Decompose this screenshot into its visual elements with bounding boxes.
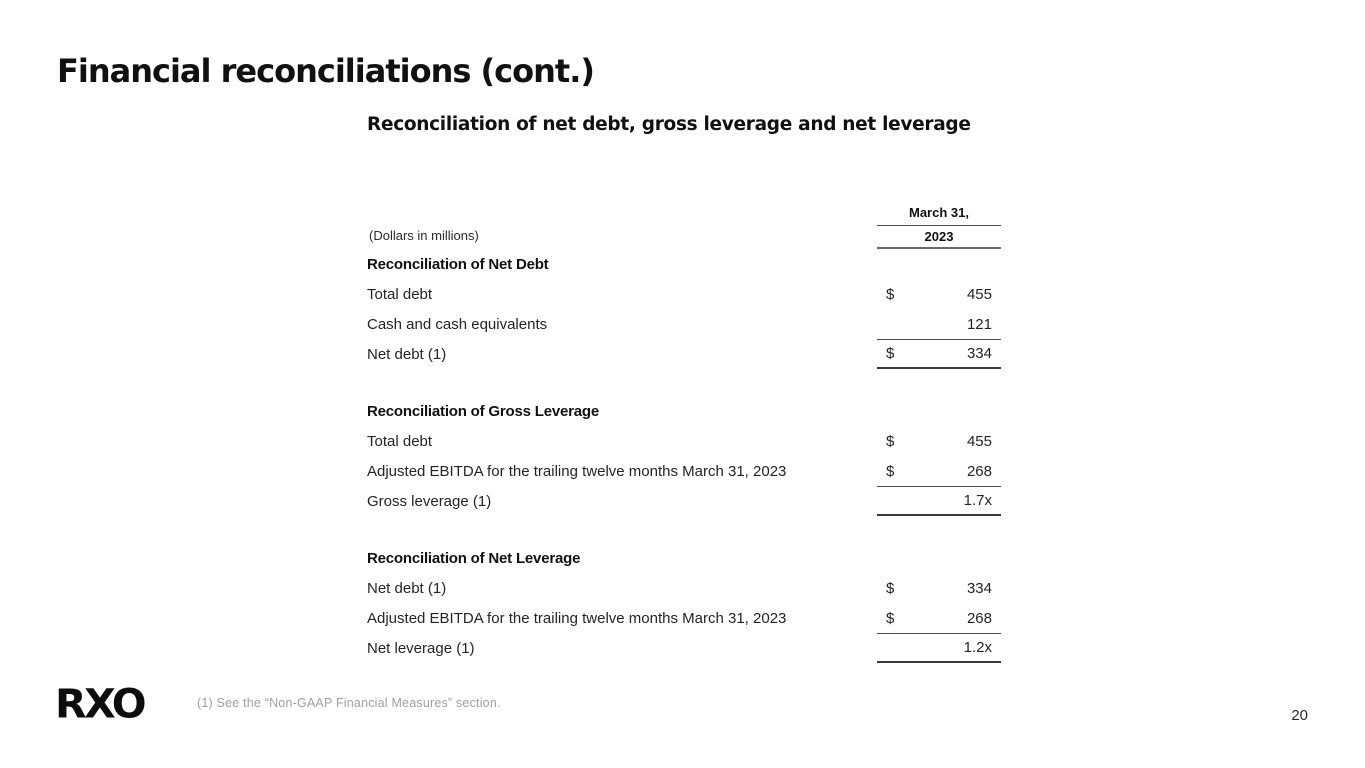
row-value-cell: $268 [877, 603, 1001, 633]
row-value-cell: $334 [877, 573, 1001, 603]
row-value: 1.2x [963, 639, 992, 656]
row-value-cell: $268 [877, 456, 1001, 486]
row-value-cell: 1.2x [877, 633, 1001, 663]
row-value-cell: 121 [877, 309, 1001, 339]
table-header: (Dollars in millions) March 31, 2023 [367, 200, 1001, 249]
page-title: Financial reconciliations (cont.) [57, 52, 595, 90]
currency-symbol: $ [886, 345, 895, 362]
page-number: 20 [1291, 707, 1308, 724]
units-label: (Dollars in millions) [369, 228, 479, 243]
currency-symbol: $ [886, 609, 895, 627]
currency-symbol: $ [886, 432, 895, 450]
section-spacer [367, 516, 1001, 543]
currency-symbol: $ [886, 285, 895, 303]
section-heading: Reconciliation of Net Debt [367, 255, 549, 273]
reconciliation-table: (Dollars in millions) March 31, 2023 Rec… [367, 200, 1001, 663]
section-heading: Reconciliation of Gross Leverage [367, 402, 600, 420]
row-label: Adjusted EBITDA for the trailing twelve … [367, 609, 787, 627]
row-label: Net debt (1) [367, 579, 447, 597]
row-value: 121 [966, 315, 992, 333]
rxo-logo: RXO [55, 680, 147, 728]
currency-symbol: $ [886, 462, 895, 480]
table-row: Cash and cash equivalents 121 [367, 309, 1001, 339]
row-value: 268 [966, 462, 992, 480]
section-spacer [367, 369, 1001, 396]
row-label: Total debt [367, 432, 433, 450]
row-value-cell: 1.7x [877, 486, 1001, 516]
value-column-header: March 31, 2023 [877, 200, 1001, 249]
row-value: 268 [966, 609, 992, 627]
table-title: Reconciliation of net debt, gross levera… [367, 114, 971, 135]
column-header-date: March 31, [877, 200, 1001, 226]
row-label: Cash and cash equivalents [367, 315, 548, 333]
row-value: 334 [966, 579, 992, 597]
row-label: Net debt (1) [367, 345, 447, 363]
table-row: Net leverage (1) 1.2x [367, 633, 1001, 663]
table-row: Total debt $455 [367, 279, 1001, 309]
table-row: Adjusted EBITDA for the trailing twelve … [367, 456, 1001, 486]
table-row: Net debt (1) $334 [367, 573, 1001, 603]
row-value: 455 [966, 285, 992, 303]
table-row: Net debt (1) $334 [367, 339, 1001, 369]
section-heading: Reconciliation of Net Leverage [367, 549, 581, 567]
row-value-cell: $455 [877, 426, 1001, 456]
row-label: Total debt [367, 285, 433, 303]
row-value-cell: $455 [877, 279, 1001, 309]
row-value: 334 [966, 345, 992, 362]
table-row: Total debt $455 [367, 426, 1001, 456]
row-label: Gross leverage (1) [367, 492, 492, 510]
footnote: (1) See the “Non-GAAP Financial Measures… [197, 696, 501, 710]
row-label: Adjusted EBITDA for the trailing twelve … [367, 462, 787, 480]
table-row: Gross leverage (1) 1.7x [367, 486, 1001, 516]
currency-symbol: $ [886, 579, 895, 597]
row-value: 1.7x [963, 492, 992, 509]
row-value: 455 [966, 432, 992, 450]
table-row: Adjusted EBITDA for the trailing twelve … [367, 603, 1001, 633]
row-label: Net leverage (1) [367, 639, 475, 657]
table-sections: Reconciliation of Net Debt Total debt $455… [367, 249, 1001, 663]
row-value-cell: $334 [877, 339, 1001, 369]
column-header-year: 2023 [877, 226, 1001, 249]
